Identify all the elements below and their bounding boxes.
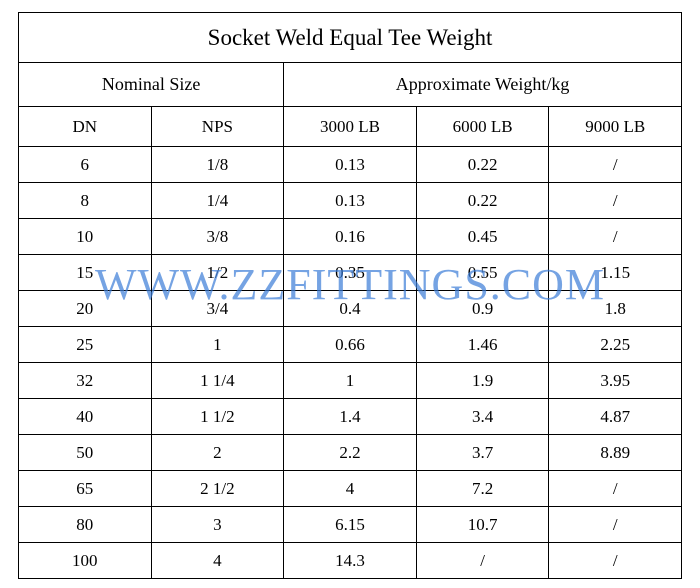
cell: 0.13 (284, 147, 417, 183)
cell: 0.9 (416, 291, 549, 327)
table-row: 25 1 0.66 1.46 2.25 (19, 327, 682, 363)
weight-table: Socket Weld Equal Tee Weight Nominal Siz… (18, 12, 682, 579)
cell: 20 (19, 291, 152, 327)
cell: 1/8 (151, 147, 284, 183)
group-header-row: Nominal Size Approximate Weight/kg (19, 63, 682, 107)
cell: 0.4 (284, 291, 417, 327)
cell: 1/4 (151, 183, 284, 219)
cell: 0.16 (284, 219, 417, 255)
cell: 3.4 (416, 399, 549, 435)
cell: 0.55 (416, 255, 549, 291)
cell: 14.3 (284, 543, 417, 579)
cell: 7.2 (416, 471, 549, 507)
cell: 4 (284, 471, 417, 507)
cell: 50 (19, 435, 152, 471)
cell: 3.7 (416, 435, 549, 471)
cell: 1 1/2 (151, 399, 284, 435)
cell: 25 (19, 327, 152, 363)
cell: / (549, 183, 682, 219)
group-header-left: Nominal Size (19, 63, 284, 107)
cell: 1 (151, 327, 284, 363)
cell: 100 (19, 543, 152, 579)
cell: 8 (19, 183, 152, 219)
cell: 3/8 (151, 219, 284, 255)
cell: 2 1/2 (151, 471, 284, 507)
table-row: 10 3/8 0.16 0.45 / (19, 219, 682, 255)
table-row: 15 1/2 0.35 0.55 1.15 (19, 255, 682, 291)
cell: 8.89 (549, 435, 682, 471)
cell: 1.15 (549, 255, 682, 291)
cell: 6 (19, 147, 152, 183)
cell: 3 (151, 507, 284, 543)
cell: / (416, 543, 549, 579)
cell: 1.4 (284, 399, 417, 435)
table-row: 32 1 1/4 1 1.9 3.95 (19, 363, 682, 399)
cell: 0.66 (284, 327, 417, 363)
cell: / (549, 471, 682, 507)
cell: 2.2 (284, 435, 417, 471)
group-header-right: Approximate Weight/kg (284, 63, 682, 107)
table-row: 8 1/4 0.13 0.22 / (19, 183, 682, 219)
cell: 4 (151, 543, 284, 579)
cell: 3/4 (151, 291, 284, 327)
col-header: NPS (151, 107, 284, 147)
cell: 0.13 (284, 183, 417, 219)
col-header: 3000 LB (284, 107, 417, 147)
cell: 3.95 (549, 363, 682, 399)
cell: / (549, 147, 682, 183)
cell: 80 (19, 507, 152, 543)
table-row: 40 1 1/2 1.4 3.4 4.87 (19, 399, 682, 435)
table-row: 80 3 6.15 10.7 / (19, 507, 682, 543)
cell: 6.15 (284, 507, 417, 543)
table-row: 20 3/4 0.4 0.9 1.8 (19, 291, 682, 327)
cell: / (549, 507, 682, 543)
col-header: DN (19, 107, 152, 147)
cell: 1.8 (549, 291, 682, 327)
table-row: 100 4 14.3 / / (19, 543, 682, 579)
cell: 65 (19, 471, 152, 507)
cell: / (549, 219, 682, 255)
col-header: 6000 LB (416, 107, 549, 147)
cell: 1/2 (151, 255, 284, 291)
cell: 0.35 (284, 255, 417, 291)
cell: 1 (284, 363, 417, 399)
cell: 10.7 (416, 507, 549, 543)
cell: 0.22 (416, 147, 549, 183)
cell: 1.46 (416, 327, 549, 363)
cell: 2 (151, 435, 284, 471)
table-title: Socket Weld Equal Tee Weight (19, 13, 682, 63)
column-header-row: DN NPS 3000 LB 6000 LB 9000 LB (19, 107, 682, 147)
table-row: 6 1/8 0.13 0.22 / (19, 147, 682, 183)
cell: 4.87 (549, 399, 682, 435)
cell: 1 1/4 (151, 363, 284, 399)
cell: 2.25 (549, 327, 682, 363)
cell: / (549, 543, 682, 579)
cell: 32 (19, 363, 152, 399)
cell: 1.9 (416, 363, 549, 399)
table-row: 50 2 2.2 3.7 8.89 (19, 435, 682, 471)
col-header: 9000 LB (549, 107, 682, 147)
cell: 15 (19, 255, 152, 291)
cell: 40 (19, 399, 152, 435)
table-row: 65 2 1/2 4 7.2 / (19, 471, 682, 507)
title-row: Socket Weld Equal Tee Weight (19, 13, 682, 63)
cell: 0.22 (416, 183, 549, 219)
cell: 0.45 (416, 219, 549, 255)
cell: 10 (19, 219, 152, 255)
